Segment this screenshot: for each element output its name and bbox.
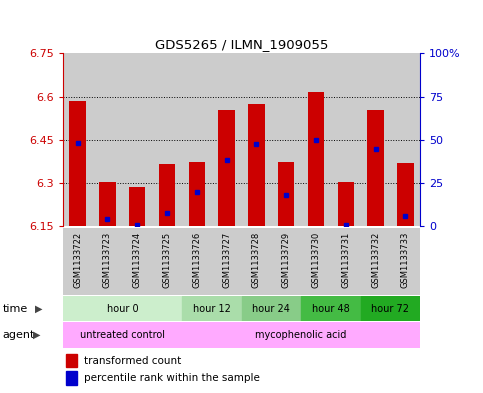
Text: hour 0: hour 0 bbox=[107, 304, 138, 314]
Bar bbox=[122, 228, 152, 295]
Bar bbox=[129, 187, 145, 226]
Bar bbox=[212, 53, 242, 226]
Bar bbox=[159, 164, 175, 226]
Text: percentile rank within the sample: percentile rank within the sample bbox=[84, 373, 260, 384]
Text: GSM1133728: GSM1133728 bbox=[252, 231, 261, 288]
Text: GSM1133732: GSM1133732 bbox=[371, 231, 380, 288]
Bar bbox=[66, 354, 77, 367]
Bar bbox=[271, 53, 301, 226]
Bar bbox=[361, 53, 390, 226]
Text: mycophenolic acid: mycophenolic acid bbox=[256, 330, 347, 340]
Text: untreated control: untreated control bbox=[80, 330, 165, 340]
Text: transformed count: transformed count bbox=[84, 356, 182, 366]
Bar bbox=[63, 53, 93, 226]
Bar bbox=[331, 53, 361, 226]
Text: GSM1133729: GSM1133729 bbox=[282, 231, 291, 288]
Bar bbox=[182, 53, 212, 226]
Text: GSM1133723: GSM1133723 bbox=[103, 231, 112, 288]
Bar bbox=[248, 104, 265, 226]
Text: ▶: ▶ bbox=[35, 304, 43, 314]
Bar bbox=[397, 163, 413, 226]
Bar bbox=[93, 228, 122, 295]
Bar bbox=[63, 296, 182, 321]
Text: hour 12: hour 12 bbox=[193, 304, 231, 314]
Bar bbox=[218, 110, 235, 226]
Bar bbox=[70, 101, 86, 226]
Bar bbox=[122, 53, 152, 226]
Bar bbox=[308, 92, 324, 226]
Bar bbox=[271, 228, 301, 295]
Text: GSM1133727: GSM1133727 bbox=[222, 231, 231, 288]
Bar bbox=[212, 228, 242, 295]
Bar bbox=[63, 228, 93, 295]
Bar bbox=[152, 228, 182, 295]
Text: GSM1133733: GSM1133733 bbox=[401, 231, 410, 288]
Text: ▶: ▶ bbox=[33, 330, 41, 340]
Bar bbox=[182, 228, 212, 295]
Bar bbox=[182, 322, 420, 348]
Bar bbox=[242, 296, 301, 321]
Text: GSM1133725: GSM1133725 bbox=[163, 231, 171, 288]
Bar bbox=[361, 296, 420, 321]
Bar bbox=[99, 182, 115, 226]
Bar bbox=[242, 228, 271, 295]
Bar bbox=[278, 162, 294, 226]
Text: GSM1133731: GSM1133731 bbox=[341, 231, 350, 288]
Bar bbox=[390, 228, 420, 295]
Bar bbox=[152, 53, 182, 226]
Text: hour 72: hour 72 bbox=[371, 304, 410, 314]
Bar bbox=[331, 228, 361, 295]
Title: GDS5265 / ILMN_1909055: GDS5265 / ILMN_1909055 bbox=[155, 38, 328, 51]
Text: time: time bbox=[2, 304, 28, 314]
Bar bbox=[361, 228, 390, 295]
Bar bbox=[301, 53, 331, 226]
Bar bbox=[182, 296, 242, 321]
Bar bbox=[301, 228, 331, 295]
Text: hour 48: hour 48 bbox=[312, 304, 350, 314]
Bar bbox=[301, 296, 361, 321]
Text: GSM1133724: GSM1133724 bbox=[133, 231, 142, 288]
Text: GSM1133726: GSM1133726 bbox=[192, 231, 201, 288]
Bar bbox=[242, 53, 271, 226]
Text: GSM1133730: GSM1133730 bbox=[312, 231, 320, 288]
Text: GSM1133722: GSM1133722 bbox=[73, 231, 82, 288]
Text: hour 24: hour 24 bbox=[252, 304, 290, 314]
Bar bbox=[390, 53, 420, 226]
Text: agent: agent bbox=[2, 330, 35, 340]
Bar bbox=[63, 322, 182, 348]
Bar bbox=[93, 53, 122, 226]
Bar bbox=[66, 371, 77, 385]
Bar bbox=[338, 182, 354, 226]
Bar bbox=[189, 162, 205, 226]
Bar bbox=[368, 110, 384, 226]
